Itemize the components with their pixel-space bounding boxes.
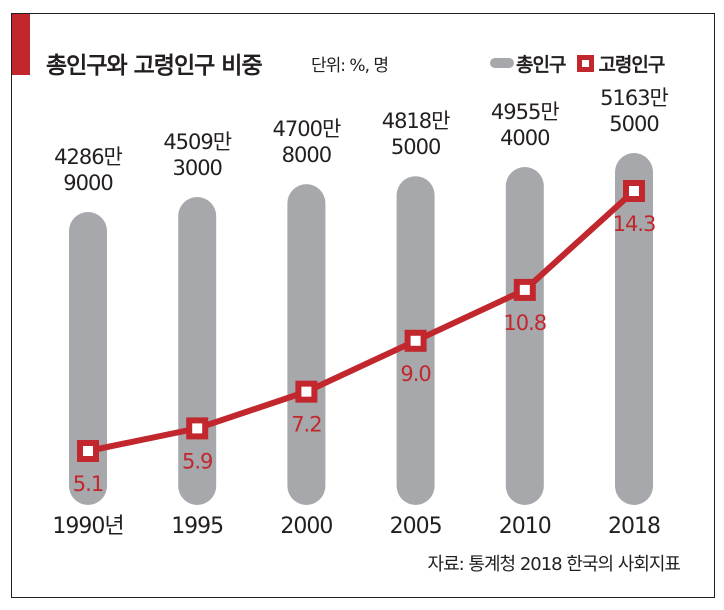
total-population-bar: [287, 184, 326, 505]
x-axis-tick-label: 2000: [280, 514, 332, 539]
title-accent-bar: [12, 14, 30, 75]
elderly-ratio-value-label: 5.9: [182, 449, 212, 473]
total-population-label-line1: 4818만: [382, 109, 450, 133]
elderly-ratio-value-label: 14.3: [613, 212, 656, 236]
elderly-ratio-value-label: 7.2: [291, 413, 321, 437]
total-population-bar: [69, 212, 107, 505]
total-population-label-line2: 3000: [172, 156, 221, 180]
total-population-label-line2: 4000: [500, 126, 549, 150]
total-population-label-line2: 8000: [282, 143, 331, 167]
elderly-ratio-marker-center: [519, 284, 530, 295]
unit-label: 단위: %, 명: [311, 56, 389, 76]
total-population-label-line1: 5163만: [600, 86, 668, 110]
chart-title: 총인구와 고령인구 비중: [46, 53, 263, 79]
x-axis-tick-label: 2005: [390, 514, 442, 539]
total-population-label-line1: 4286만: [54, 145, 122, 169]
elderly-ratio-value-label: 5.1: [73, 472, 103, 496]
legend: 총인구 고령인구: [490, 49, 665, 77]
elderly-ratio-marker-center: [83, 446, 93, 456]
source-note: 자료: 통계청 2018 한국의 사회지표: [427, 554, 681, 575]
total-population-label-line2: 9000: [63, 171, 112, 195]
legend-label-elderly: 고령인구: [598, 53, 665, 76]
x-axis-tick-label: 1990년: [52, 514, 123, 539]
x-axis-tick-label: 2018: [608, 514, 660, 539]
elderly-ratio-value-label: 10.8: [503, 311, 546, 335]
total-population-label-line1: 4700만: [273, 117, 341, 141]
elderly-ratio-line: [87, 188, 637, 454]
x-axis-tick-label: 1995: [171, 514, 223, 539]
elderly-ratio-marker-center: [301, 386, 312, 397]
red-square-marker-icon: [577, 54, 595, 72]
total-population-label-line2: 5000: [391, 135, 440, 159]
total-population-label-line1: 4955만: [491, 100, 559, 124]
elderly-ratio-marker-center: [192, 423, 203, 434]
total-population-label-line1: 4509만: [163, 130, 231, 154]
elderly-ratio-marker-center: [629, 186, 639, 196]
elderly-ratio-value-label: 9.0: [400, 362, 430, 386]
legend-label-total: 총인구: [516, 53, 566, 76]
x-axis-tick-label: 2010: [499, 514, 551, 539]
chart-frame: [11, 13, 715, 598]
gray-pill-icon: [490, 58, 514, 68]
total-population-bar: [505, 167, 544, 505]
total-population-bar: [615, 153, 653, 505]
elderly-ratio-marker-center: [410, 335, 421, 346]
total-population-label-line2: 5000: [609, 112, 658, 136]
